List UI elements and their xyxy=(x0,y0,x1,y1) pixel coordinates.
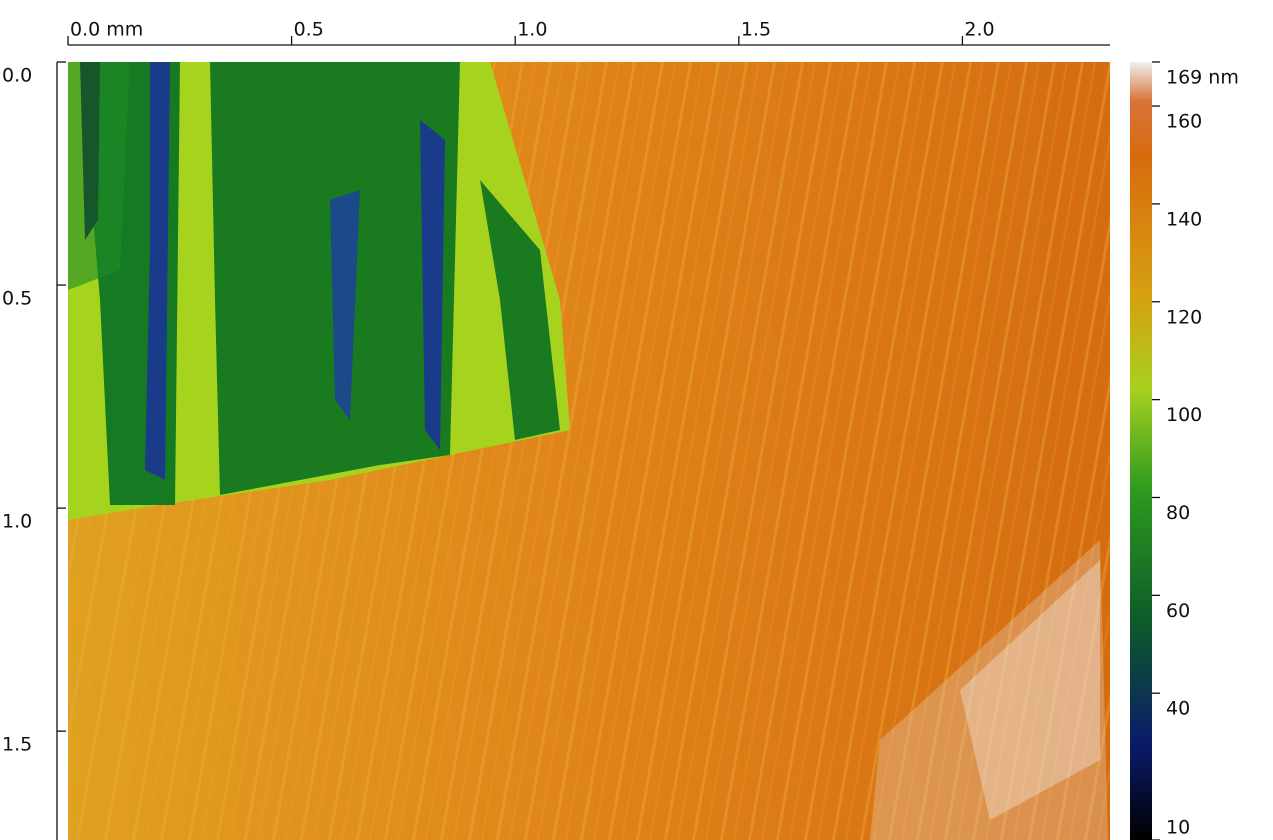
y-tick-label: 1.0 xyxy=(2,511,32,533)
colorbar-tick-label: 80 xyxy=(1166,502,1190,524)
x-tick-label: 0.5 xyxy=(294,19,324,41)
y-tick-label: 0.0 xyxy=(2,65,32,87)
height-map xyxy=(68,62,1110,840)
x-tick-label: 1.0 xyxy=(517,19,547,41)
colorbar-tick-label: 10 xyxy=(1166,817,1190,839)
x-tick-label: 2.0 xyxy=(964,19,994,41)
color-scale xyxy=(1130,62,1152,840)
y-tick-label: 0.5 xyxy=(2,288,32,310)
afm-view: 0.0 mm 0.5 1.0 1.5 2.0 0.0 0.5 1.0 1.5 169 nm 160 1… xyxy=(0,0,1273,840)
colorbar-tick-label: 169 nm xyxy=(1166,67,1239,89)
colorbar-tick-label: 60 xyxy=(1166,600,1190,622)
x-tick-label: 0.0 mm xyxy=(70,19,143,41)
colorbar-tick-label: 120 xyxy=(1166,306,1202,328)
colorbar-tick-label: 40 xyxy=(1166,698,1190,720)
y-tick-label: 1.5 xyxy=(2,734,32,756)
x-tick-label: 1.5 xyxy=(741,19,771,41)
colorbar-tick-label: 140 xyxy=(1166,208,1202,230)
colorbar-tick-label: 100 xyxy=(1166,404,1202,426)
colorbar-tick-label: 160 xyxy=(1166,111,1202,133)
